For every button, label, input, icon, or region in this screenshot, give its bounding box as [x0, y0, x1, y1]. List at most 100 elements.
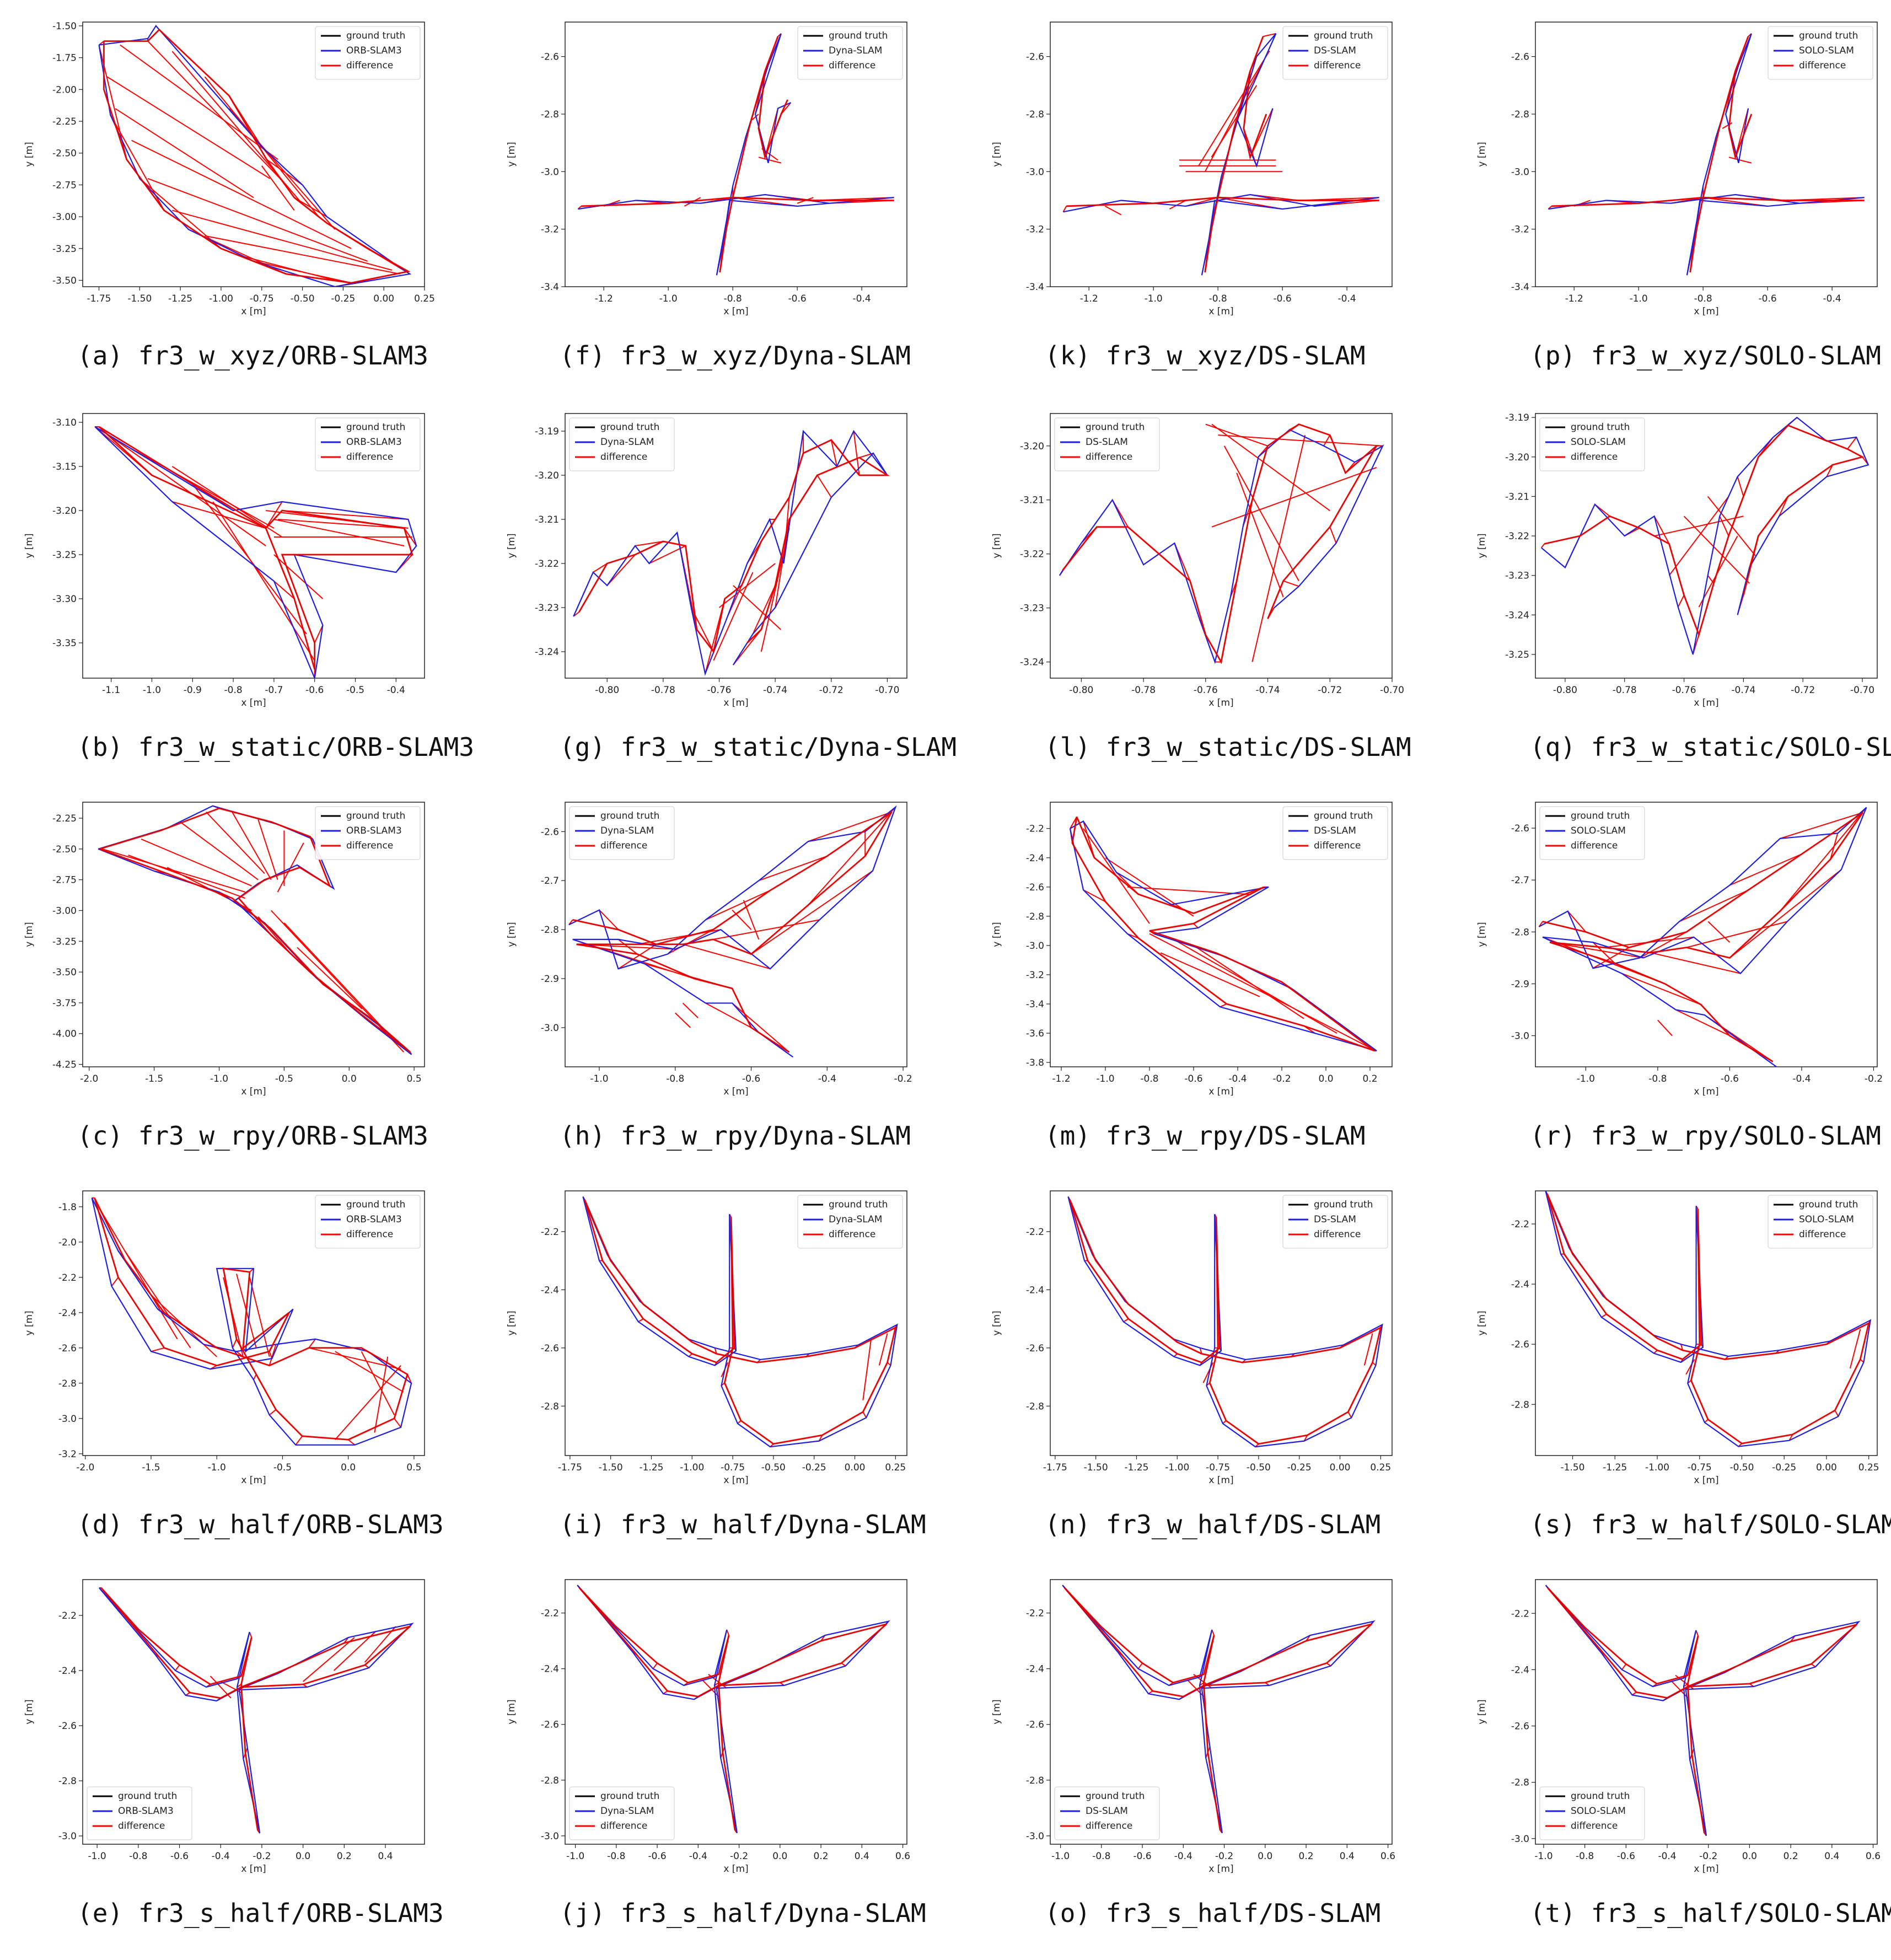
x-tick-label: -0.6: [1721, 1073, 1739, 1084]
x-tick-label: 0.0: [341, 1462, 356, 1473]
difference-segment: [103, 431, 266, 546]
chart-panel-f: -1.2 -1.0 -0.8 -0.6 -0.4 -2.6 -2.8 -3.0 -3.2 -3.4…: [493, 22, 918, 402]
chart-caption: (m) fr3_w_rpy/DS-SLAM: [1045, 1121, 1366, 1151]
legend-entry: ground truth: [118, 1791, 177, 1802]
difference-segment: [1722, 122, 1733, 129]
difference-connector: [606, 554, 636, 586]
y-tick-label: -2.8: [1026, 911, 1044, 922]
estimate-series: [1541, 416, 1869, 655]
chart-svg-f: -1.2 -1.0 -0.8 -0.6 -0.4 -2.6 -2.8 -3.0 -3.2 -3.4…: [506, 22, 907, 317]
legend-box: [1054, 1786, 1160, 1840]
x-tick-label: 0.4: [1340, 1851, 1355, 1862]
chart-panel-m: -1.2 -1.0 -0.8 -0.6 -0.4 -0.2 0.0 0.2 -2.2 -2.4 -2…: [979, 802, 1403, 1183]
legend: ground truth ORB-SLAM3 difference: [315, 1195, 421, 1249]
legend-entry: difference: [346, 60, 393, 71]
estimate-series: [1059, 429, 1384, 664]
y-tick-label: -2.4: [58, 1308, 77, 1319]
legend-entry: Dyna-SLAM: [600, 437, 654, 448]
x-tick-label: -1.00: [1165, 1462, 1189, 1473]
y-tick-label: -3.0: [1511, 167, 1529, 178]
difference-connector: [294, 197, 327, 217]
x-tick-label: -1.0: [1145, 293, 1163, 304]
legend: ground truth DS-SLAM difference: [1282, 26, 1388, 80]
y-axis-label: y [m]: [1476, 533, 1487, 558]
difference-connector: [1719, 515, 1729, 536]
legend: ground truth ORB-SLAM3 difference: [87, 1786, 192, 1840]
legend-box: [1282, 26, 1388, 80]
difference-segment: [205, 235, 400, 275]
x-axis-label: x [m]: [1208, 306, 1233, 317]
x-tick-label: -0.80: [1553, 685, 1577, 696]
difference-segment: [733, 585, 781, 630]
x-tick-label: -0.25: [1287, 1462, 1312, 1473]
difference-segment: [1654, 515, 1744, 537]
x-tick-label: -0.2: [730, 1851, 748, 1862]
chart-svg-j: -1.0 -0.8 -0.6 -0.4 -0.2 0.0 0.2 0.4 0.6 -2.2 -2.4…: [506, 1579, 910, 1875]
difference-connector: [407, 1374, 412, 1384]
y-tick-label: -3.24: [1505, 610, 1529, 621]
legend: ground truth ORB-SLAM3 difference: [315, 26, 421, 80]
legend-box: [569, 417, 675, 471]
legend: ground truth Dyna-SLAM difference: [797, 26, 903, 80]
difference-segment: [751, 114, 759, 121]
legend-entry: difference: [1314, 840, 1361, 851]
x-tick-label: -1.5: [142, 1462, 160, 1473]
x-axis-label: x [m]: [1208, 697, 1233, 708]
legend-entry: ground truth: [1571, 810, 1630, 821]
x-tick-label: -0.6: [1617, 1851, 1635, 1862]
x-tick-label: 0.4: [1824, 1851, 1839, 1862]
legend-entry: ground truth: [346, 810, 405, 821]
difference-connector: [268, 1351, 273, 1359]
y-tick-label: -2.2: [1026, 1227, 1044, 1238]
difference-segment: [1211, 467, 1377, 528]
y-tick-label: -3.20: [1020, 441, 1044, 452]
x-tick-label: -0.8: [1209, 293, 1227, 304]
estimate-series: [94, 426, 417, 678]
difference-connector: [1780, 812, 1863, 839]
difference-segment: [1198, 50, 1270, 167]
chart-svg-h: -1.0 -0.8 -0.6 -0.4 -0.2 -2.6 -2.7 -2.8 -2.9 -3.0…: [506, 802, 912, 1097]
legend-entry: ORB-SLAM3: [346, 825, 402, 836]
y-tick-label: -2.6: [1026, 52, 1044, 63]
legend-entry: ground truth: [346, 1199, 405, 1210]
y-tick-label: -2.2: [1511, 1608, 1529, 1619]
y-tick-label: -3.35: [52, 638, 77, 649]
x-tick-label: -0.5: [346, 685, 364, 696]
y-axis-label: y [m]: [1476, 1311, 1487, 1335]
x-tick-label: 0.0: [772, 1851, 787, 1862]
legend-entry: difference: [1314, 1229, 1361, 1240]
chart-panel-c: -2.0 -1.5 -1.0 -0.5 0.0 0.5 -2.25 -2.50 -2.75 -3.…: [11, 802, 436, 1183]
chart-panel-q: -0.80 -0.78 -0.76 -0.74 -0.72 -0.70 -3.19 -3.20…: [1464, 412, 1891, 794]
chart-panel-t: -1.0 -0.8 -0.6 -0.4 -0.2 0.0 0.2 0.4 0.6 -2.2 -2.4…: [1464, 1579, 1891, 1960]
legend: ground truth DS-SLAM difference: [1054, 417, 1160, 471]
difference-connector: [295, 1436, 303, 1446]
legend-entry: SOLO-SLAM: [1571, 437, 1626, 448]
x-tick-label: -0.8: [224, 685, 243, 696]
x-axis-label: x [m]: [241, 697, 266, 708]
legend-entry: difference: [346, 1229, 393, 1240]
y-tick-label: -2.25: [52, 813, 77, 824]
x-tick-label: -2.0: [80, 1073, 98, 1084]
difference-connector: [1679, 890, 1748, 922]
difference-segment: [702, 1679, 719, 1697]
x-tick-label: 0.2: [1299, 1851, 1314, 1862]
y-tick-label: -2.6: [1511, 52, 1529, 63]
legend-entry: difference: [1799, 60, 1846, 71]
difference-connector: [764, 108, 779, 158]
y-tick-label: -2.4: [541, 1664, 559, 1675]
x-tick-label: -0.80: [1069, 685, 1093, 696]
difference-segment: [1363, 1333, 1373, 1366]
x-tick-label: -0.4: [212, 1851, 230, 1862]
legend: ground truth DS-SLAM difference: [1054, 1786, 1160, 1840]
x-tick-label: -0.76: [1672, 685, 1696, 696]
legend-entry: ground truth: [600, 810, 659, 821]
x-tick-label: 0.25: [1370, 1462, 1391, 1473]
x-tick-label: -1.2: [1565, 293, 1583, 304]
chart-caption: (a) fr3_w_xyz/ORB-SLAM3: [77, 341, 428, 370]
x-tick-label: -1.2: [1052, 1073, 1070, 1084]
y-tick-label: -2.8: [1511, 1399, 1529, 1410]
difference-connector: [308, 1339, 316, 1349]
y-tick-label: -2.2: [541, 1608, 559, 1619]
difference-series: [583, 1199, 897, 1445]
difference-connector: [808, 811, 892, 842]
